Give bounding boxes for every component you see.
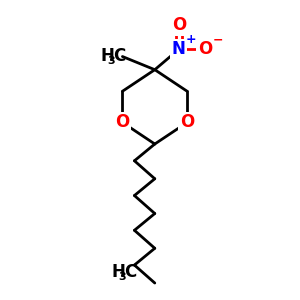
Text: −: − [212,33,223,46]
Text: 3: 3 [108,56,115,66]
Text: 3: 3 [118,272,126,282]
Text: C: C [113,47,125,65]
Text: H: H [101,47,115,65]
Text: +: + [186,33,196,46]
Text: H: H [112,263,125,281]
Text: C: C [124,263,136,281]
Text: O: O [198,40,212,58]
Text: O: O [180,113,194,131]
Text: N: N [172,40,186,58]
Text: O: O [115,113,130,131]
Text: O: O [172,16,186,34]
